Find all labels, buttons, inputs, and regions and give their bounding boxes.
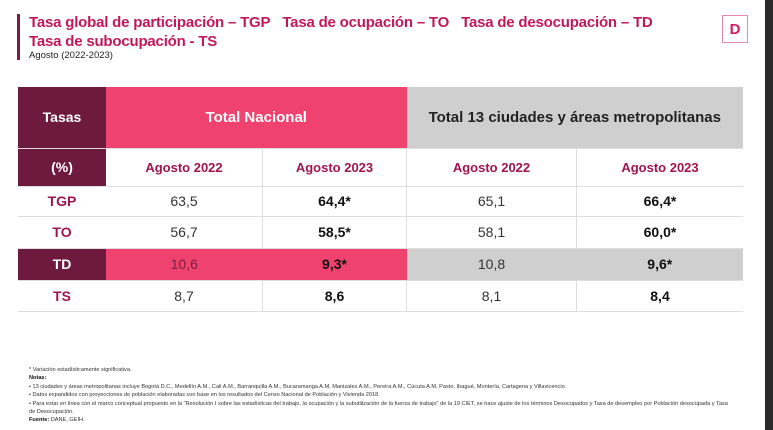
cell: 8,1 — [406, 280, 577, 312]
header-13-ciudades: Total 13 ciudades y áreas metropolitanas — [406, 87, 743, 149]
cell: 10,6 — [106, 248, 263, 281]
cell: 8,7 — [106, 280, 263, 312]
note-item: • 13 ciudades y áreas metropolitanas inc… — [29, 383, 567, 390]
footnotes: * Variación estadísticamente significati… — [29, 366, 729, 425]
subheader: Agosto 2022 — [406, 148, 577, 187]
header-tasas: Tasas — [18, 87, 106, 149]
notes-label: Notas: — [29, 375, 47, 382]
cell: 9,3* — [262, 248, 407, 281]
note-item: • Datos expandidos con proyecciones de p… — [29, 392, 380, 399]
cell: 56,7 — [106, 216, 263, 249]
page-title: Tasa global de participación – TGP Tasa d… — [29, 13, 665, 51]
title-td: Tasa de desocupación – TD — [461, 14, 653, 31]
significance-note: * Variación estadísticamente significati… — [29, 367, 132, 373]
cell: 66,4* — [576, 186, 743, 217]
row-label: TO — [18, 216, 106, 249]
table-row-highlight: TD 10,6 9,3* 10,8 9,6* — [18, 248, 743, 281]
cell: 10,8 — [406, 248, 577, 281]
cell: 8,6 — [262, 280, 407, 312]
cell: 65,1 — [406, 186, 577, 217]
cell: 58,1 — [406, 216, 577, 249]
table-row: TO 56,7 58,5* 58,1 60,0* — [18, 216, 743, 249]
title-accent-bar — [17, 14, 20, 60]
cell: 60,0* — [576, 216, 743, 249]
cell: 63,5 — [106, 186, 263, 217]
subheader: Agosto 2023 — [576, 148, 743, 187]
cell: 9,6* — [576, 248, 743, 281]
cell: 64,4* — [262, 186, 407, 217]
row-label: TGP — [18, 186, 106, 217]
table-row: TGP 63,5 64,4* 65,1 66,4* — [18, 186, 743, 217]
source: DANE, GEIH. — [50, 417, 85, 424]
subtitle: Agosto (2022-2023) — [29, 50, 113, 61]
header-total-nacional: Total Nacional — [106, 87, 407, 149]
rates-table: Tasas Total Nacional Total 13 ciudades y… — [18, 87, 743, 312]
subheader: Agosto 2022 — [106, 148, 263, 187]
source-label: Fuente: — [29, 417, 50, 424]
title-ts: Tasa de subocupación - TS — [29, 33, 218, 50]
cell: 8,4 — [576, 280, 743, 312]
subheader: Agosto 2023 — [262, 148, 407, 187]
row-label: TS — [18, 280, 106, 312]
title-to: Tasa de ocupación – TO — [282, 14, 450, 31]
header-percent: (%) — [18, 148, 106, 187]
cell: 58,5* — [262, 216, 407, 249]
window-edge — [765, 0, 773, 430]
row-label: TD — [18, 248, 106, 281]
table-row: TS 8,7 8,6 8,1 8,4 — [18, 280, 743, 312]
title-tgp: Tasa global de participación – TGP — [29, 14, 271, 31]
dane-logo: D — [722, 15, 748, 43]
note-item: • Para estar en línea con el marco conce… — [29, 400, 728, 416]
